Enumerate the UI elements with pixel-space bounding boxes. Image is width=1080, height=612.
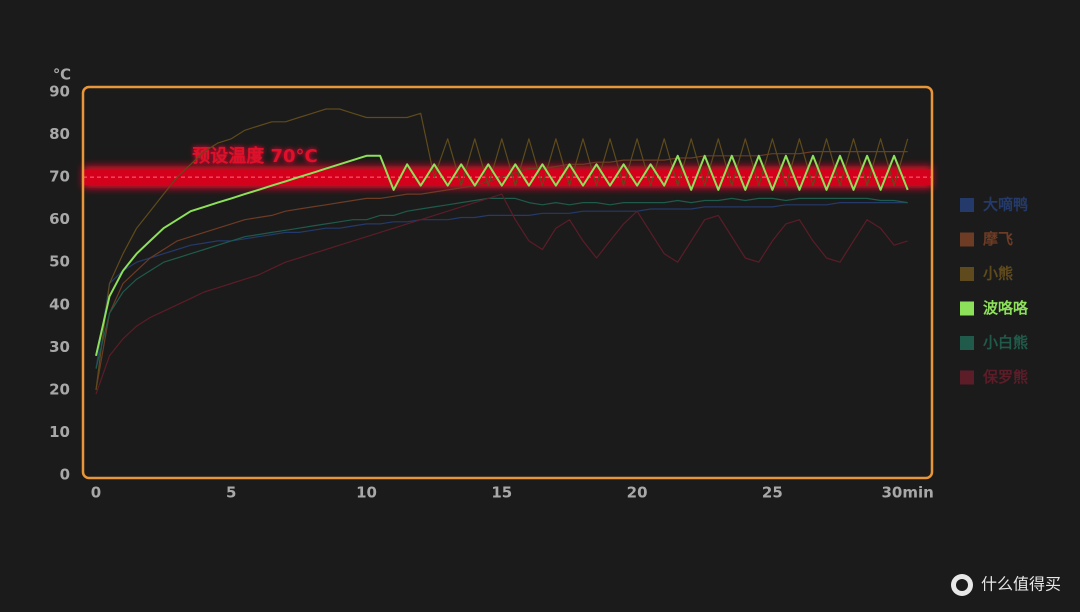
series-line	[95, 154, 909, 357]
watermark: 什么值得买	[981, 575, 1061, 594]
axes: 0 10 20 30 40 50 60 70 80 90 0 5 10 15 20 25 30min	[49, 83, 934, 502]
legend-label: 波咯咯	[983, 299, 1029, 317]
legend-label: 小白熊	[983, 334, 1028, 352]
y-tick-label: 50	[49, 253, 70, 271]
y-tick-label: 70	[49, 168, 70, 186]
y-tick-label: 20	[49, 380, 70, 398]
legend-label: 保罗熊	[982, 368, 1028, 386]
y-tick-label: 0	[60, 466, 70, 484]
y-tick-label: 10	[49, 423, 70, 441]
series-line	[95, 193, 908, 395]
legend-swatch	[960, 370, 974, 385]
watermark-icon-inner	[956, 579, 968, 591]
legend-label: 小熊	[983, 265, 1013, 283]
legend-swatch	[960, 336, 974, 350]
threshold-label: 预设温度 70°C	[192, 145, 318, 167]
series-line	[95, 197, 908, 369]
threshold-label-glow: 预设温度 70°C	[192, 145, 318, 167]
legend-label: 摩飞	[983, 230, 1013, 248]
x-tick-label: 20	[627, 484, 648, 502]
legend-swatch	[960, 301, 974, 316]
y-tick-label: 90	[49, 83, 70, 101]
y-tick-label: 30	[49, 338, 70, 356]
plot-frame	[81, 85, 934, 480]
legend-swatch	[960, 232, 974, 247]
x-tick-label: 10	[356, 484, 377, 502]
x-tick-label: 15	[491, 484, 512, 502]
y-tick-label: 40	[49, 295, 70, 313]
series-line	[95, 151, 908, 391]
legend-swatch	[960, 198, 974, 212]
x-tick-label: 30min	[881, 484, 933, 502]
x-tick-label: 5	[226, 484, 236, 502]
series-line	[95, 108, 909, 390]
series-lines	[95, 108, 909, 395]
y-unit: ℃	[53, 66, 71, 84]
y-tick-label: 80	[49, 125, 70, 143]
legend-label: 大嘀鸭	[983, 196, 1028, 214]
x-tick-label: 25	[762, 484, 783, 502]
y-tick-label: 60	[49, 210, 70, 228]
x-tick-label: 0	[91, 484, 101, 502]
legend-swatch	[960, 267, 974, 281]
series-line	[95, 202, 908, 369]
